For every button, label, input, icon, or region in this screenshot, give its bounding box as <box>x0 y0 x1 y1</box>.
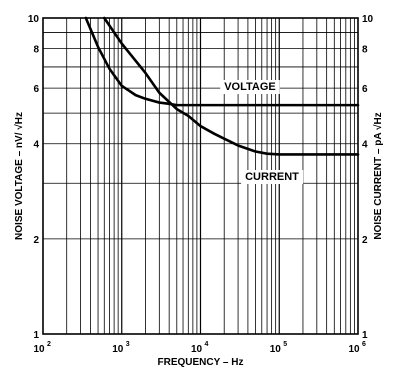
x-tick-exponent: 6 <box>362 341 366 348</box>
y-tick-label-left: 4 <box>33 140 39 151</box>
x-tick-exponent: 5 <box>283 341 287 348</box>
x-tick-label: 10 <box>112 344 124 355</box>
x-tick-exponent: 2 <box>47 341 51 348</box>
grid <box>43 18 358 334</box>
plot-frame <box>42 17 359 335</box>
x-tick-exponent: 3 <box>126 341 130 348</box>
y-tick-label-left: 2 <box>33 235 39 246</box>
x-tick-label: 10 <box>33 344 45 355</box>
series-group <box>84 16 360 156</box>
lbl-voltage-bg <box>220 80 280 94</box>
y-tick-label-right: 6 <box>362 84 368 95</box>
current-curve-label: CURRENT <box>245 171 299 183</box>
y-axis-label-left: NOISE VOLTAGE – nV/ √Hz <box>14 112 25 240</box>
x-tick-exponent: 4 <box>205 341 209 348</box>
y-tick-label-right: 4 <box>362 140 368 151</box>
y-tick-label-left: 6 <box>33 84 39 95</box>
y-tick-label-left: 8 <box>33 45 39 56</box>
y-tick-label-right: 8 <box>362 45 368 56</box>
x-tick-label: 10 <box>348 344 360 355</box>
y-tick-label-right: 10 <box>362 14 374 25</box>
y-tick-label-right: 2 <box>362 235 368 246</box>
voltage-curve-label: VOLTAGE <box>224 81 276 93</box>
y-tick-label-right: 1 <box>362 330 368 341</box>
y-axis-label-right: NOISE CURRENT – pA √Hz <box>373 112 384 239</box>
x-tick-label: 10 <box>270 344 282 355</box>
y-tick-label-left: 10 <box>28 14 40 25</box>
y-tick-label-left: 1 <box>33 330 39 341</box>
series-line-voltage <box>84 16 360 107</box>
x-axis-label: FREQUENCY – Hz <box>158 357 244 368</box>
series-line-current <box>102 16 360 156</box>
lbl-current-bg <box>241 170 304 184</box>
x-tick-label: 10 <box>191 344 203 355</box>
